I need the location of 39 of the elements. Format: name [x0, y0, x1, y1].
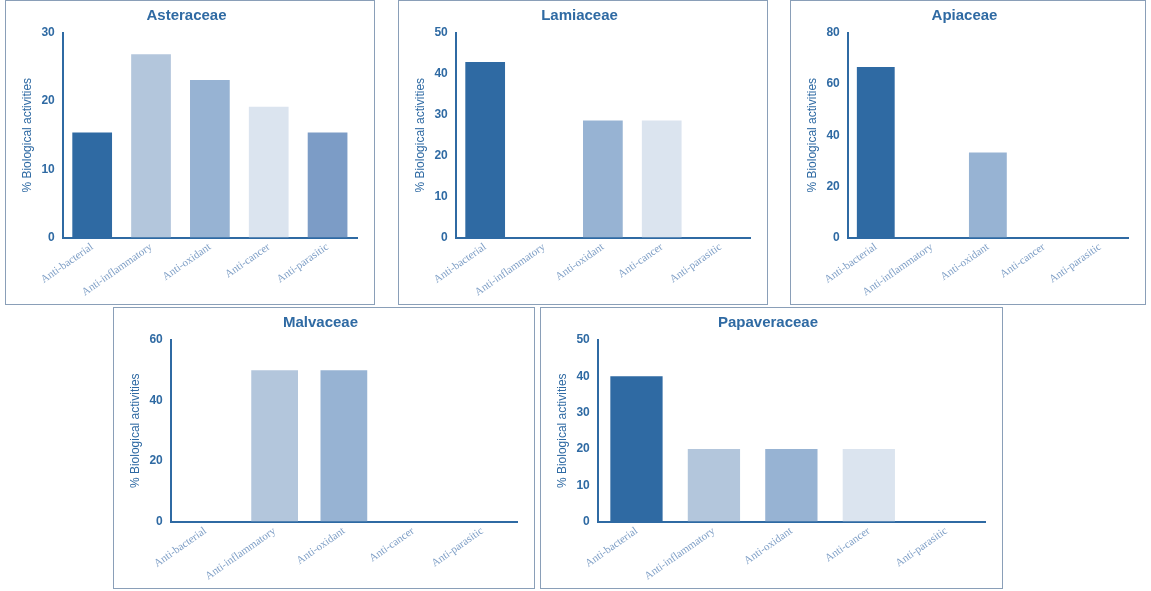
bar [307, 132, 348, 238]
y-tick-label: 80 [826, 25, 841, 40]
chart-title: Apiaceae [931, 6, 998, 24]
y-tick-label: 30 [41, 25, 56, 40]
chart-title: Lamiaceae [541, 6, 618, 24]
y-tick-label: 40 [434, 66, 449, 81]
y-tick-label: 0 [48, 229, 56, 244]
y-axis-title: % Biological activities [804, 77, 819, 193]
y-tick-label: 50 [576, 332, 591, 347]
y-tick-label: 20 [149, 453, 164, 468]
y-tick-label: 30 [576, 404, 591, 419]
y-tick-label: 30 [434, 107, 449, 122]
chart-title: Malvaceae [282, 313, 359, 331]
y-tick-label: 20 [826, 178, 841, 193]
y-tick-label: 0 [833, 229, 841, 244]
y-tick-label: 10 [576, 477, 591, 492]
y-tick-label: 0 [441, 229, 449, 244]
y-tick-label: 20 [434, 148, 449, 163]
bar [248, 106, 289, 238]
y-tick-label: 60 [149, 332, 164, 347]
y-tick-label: 0 [583, 513, 591, 528]
chart-title: Asteraceae [146, 6, 227, 24]
chart-title: Papaveraceae [717, 313, 819, 331]
y-tick-label: 10 [434, 188, 449, 203]
y-tick-label: 20 [41, 93, 56, 108]
y-tick-label: 0 [156, 513, 164, 528]
bar [131, 54, 171, 238]
y-axis-title: % Biological activities [554, 373, 569, 489]
y-tick-label: 20 [576, 441, 591, 456]
y-tick-label: 10 [41, 161, 56, 176]
y-tick-label: 40 [576, 368, 591, 383]
y-axis-title: % Biological activities [127, 373, 142, 489]
y-axis-title: % Biological activities [412, 77, 427, 193]
y-tick-label: 50 [434, 25, 449, 40]
y-axis-title: % Biological activities [19, 77, 34, 193]
y-tick-label: 40 [826, 127, 841, 142]
y-tick-label: 40 [149, 392, 164, 407]
bar [190, 80, 230, 238]
y-tick-label: 60 [826, 76, 841, 91]
